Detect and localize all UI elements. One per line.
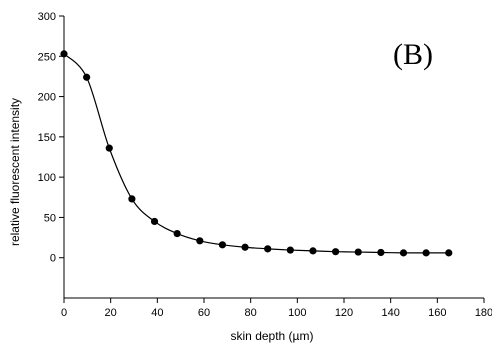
data-point bbox=[399, 249, 408, 257]
data-point bbox=[377, 248, 385, 257]
x-tick-label: 180 bbox=[475, 307, 492, 319]
data-point bbox=[60, 50, 68, 58]
data-point bbox=[173, 229, 181, 238]
x-tick-label: 40 bbox=[151, 307, 163, 319]
x-axis-title: skin depth (µm) bbox=[231, 329, 314, 343]
data-point bbox=[309, 247, 317, 255]
data-point bbox=[445, 249, 453, 257]
data-point bbox=[241, 243, 249, 251]
x-tick-label: 20 bbox=[105, 307, 117, 319]
x-tick-label: 160 bbox=[428, 307, 446, 319]
data-point bbox=[354, 248, 362, 256]
x-tick-label: 60 bbox=[198, 307, 210, 319]
y-tick-label: 300 bbox=[38, 11, 56, 23]
fit-line-group bbox=[63, 53, 449, 254]
data-point bbox=[196, 237, 204, 245]
data-point bbox=[286, 246, 294, 254]
y-tick-label: 250 bbox=[38, 51, 56, 63]
data-point bbox=[150, 217, 159, 226]
axes bbox=[63, 16, 484, 299]
y-tick-label: 0 bbox=[50, 253, 56, 265]
fit-line bbox=[63, 53, 449, 254]
x-tick-label: 120 bbox=[335, 307, 353, 319]
data-point bbox=[332, 248, 340, 256]
data-point bbox=[218, 241, 227, 249]
data-points bbox=[60, 50, 453, 257]
data-point bbox=[83, 73, 91, 81]
data-point bbox=[264, 245, 272, 253]
x-tick-label: 80 bbox=[245, 307, 257, 319]
x-tick-label: 100 bbox=[288, 307, 306, 319]
x-tick-label: 0 bbox=[61, 307, 67, 319]
data-point bbox=[105, 144, 113, 152]
data-point bbox=[128, 195, 136, 203]
panel-label: (B) bbox=[393, 38, 433, 71]
y-tick-label: 100 bbox=[38, 172, 56, 184]
x-tick-label: 140 bbox=[381, 307, 399, 319]
y-tick-label: 150 bbox=[38, 132, 56, 144]
y-tick-label: 50 bbox=[44, 212, 56, 224]
y-axis-title: relative fluorescent intensity bbox=[8, 98, 22, 246]
ticks: 0 50 100 150 200 250 300 0 20 40 60 80 100 120 140 160 1… bbox=[38, 11, 492, 319]
data-point bbox=[422, 249, 430, 257]
y-tick-label: 200 bbox=[38, 92, 56, 104]
